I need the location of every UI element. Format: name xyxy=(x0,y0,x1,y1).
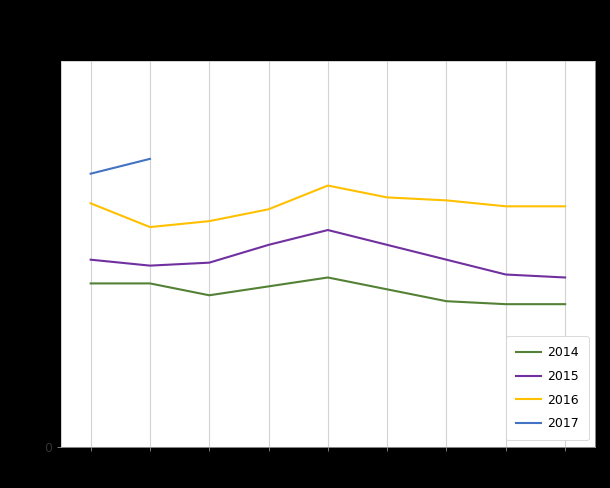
2014 xyxy=(502,301,509,307)
2014 xyxy=(265,284,272,289)
Line: 2016: 2016 xyxy=(91,185,565,227)
2016 xyxy=(384,195,391,201)
2016 xyxy=(265,206,272,212)
2015 xyxy=(384,242,391,248)
2015 xyxy=(561,275,569,281)
2015 xyxy=(206,260,213,265)
2015 xyxy=(265,242,272,248)
2016 xyxy=(206,218,213,224)
2016 xyxy=(146,224,154,230)
2014 xyxy=(206,292,213,298)
2017 xyxy=(87,171,95,177)
2017 xyxy=(146,156,154,162)
2014 xyxy=(325,275,332,281)
2015 xyxy=(325,227,332,233)
Line: 2017: 2017 xyxy=(91,159,150,174)
2014 xyxy=(146,281,154,286)
Legend: 2014, 2015, 2016, 2017: 2014, 2015, 2016, 2017 xyxy=(506,336,589,440)
Line: 2014: 2014 xyxy=(91,278,565,304)
2016 xyxy=(87,201,95,206)
2015 xyxy=(146,263,154,268)
Line: 2015: 2015 xyxy=(91,230,565,278)
2016 xyxy=(443,198,450,203)
2015 xyxy=(87,257,95,263)
2014 xyxy=(87,281,95,286)
2014 xyxy=(443,298,450,304)
2016 xyxy=(561,203,569,209)
2014 xyxy=(384,286,391,292)
2015 xyxy=(443,257,450,263)
2014 xyxy=(561,301,569,307)
2016 xyxy=(502,203,509,209)
2016 xyxy=(325,183,332,188)
2015 xyxy=(502,272,509,278)
